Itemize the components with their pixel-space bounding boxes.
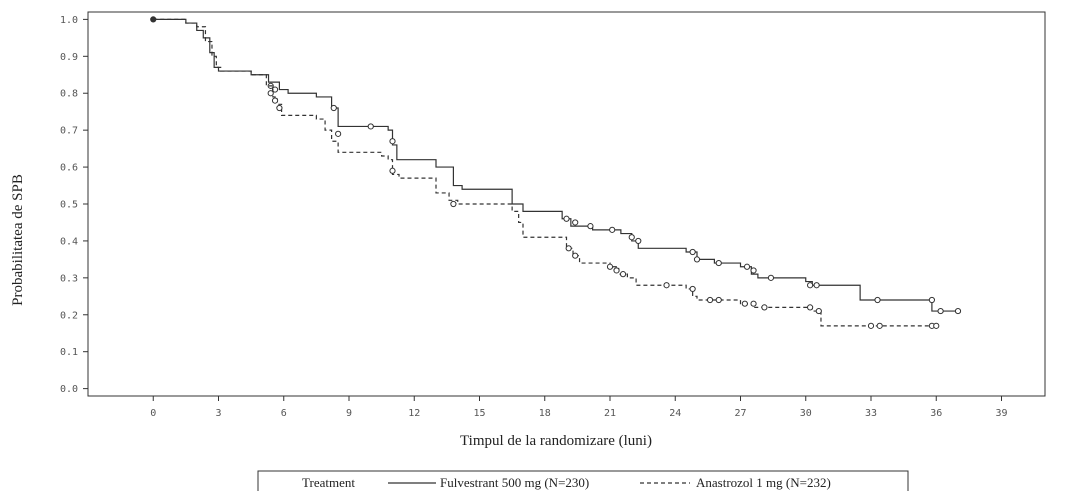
y-tick-label: 0.2 (60, 310, 78, 321)
censor-mark-fulvestrant (715, 259, 722, 267)
censor-mark-fulvestrant (937, 307, 944, 315)
legend: Treatment Fulvestrant 500 mg (N=230) Ana… (257, 470, 909, 496)
x-tick-label: 39 (995, 408, 1007, 419)
censor-mark-fulvestrant (389, 138, 396, 145)
start-point (150, 16, 157, 23)
censor-mark-anastrozol (276, 104, 283, 112)
censor-mark-fulvestrant (587, 223, 594, 230)
censor-mark-anastrozol (663, 282, 670, 289)
y-tick-label: 0.9 (60, 52, 78, 63)
censor-mark-fulvestrant (928, 296, 936, 304)
censor-mark-fulvestrant (743, 263, 751, 270)
censor-mark-anastrozol (741, 300, 748, 307)
x-axis: 0 3 6 9 12 15 18 21 24 27 30 33 36 39 (150, 396, 1008, 419)
censor-mark-fulvestrant (572, 219, 579, 226)
plot-frame (87, 11, 1046, 397)
censor-mark-fulvestrant (563, 215, 570, 222)
y-tick-label: 0.6 (60, 163, 78, 174)
censor-mark-fulvestrant (330, 104, 337, 112)
y-axis: 0.0 0.1 0.2 0.3 0.4 0.5 0.6 0.7 0.8 0.9 1.0 (60, 15, 88, 395)
censor-mark-fulvestrant (628, 234, 635, 241)
series-layer (150, 16, 962, 329)
censor-mark-anastrozol (706, 296, 714, 304)
censor-mark-anastrozol (565, 245, 572, 252)
y-tick-label: 0.5 (60, 200, 78, 211)
y-tick-label: 0.8 (60, 89, 78, 100)
series-line-fulvestrant (153, 18, 958, 312)
censor-mark-fulvestrant (750, 267, 757, 274)
censor-mark-fulvestrant (689, 248, 696, 256)
censor-mark-fulvestrant (635, 237, 642, 245)
censor-mark-fulvestrant (367, 123, 374, 130)
y-tick-label: 0.7 (60, 126, 78, 137)
censor-mark-anastrozol (572, 252, 579, 259)
y-tick-label: 1.0 (60, 15, 78, 26)
x-tick-label: 30 (800, 408, 812, 419)
y-tick-label: 0.3 (60, 273, 78, 284)
censor-mark-anastrozol (619, 271, 627, 278)
x-tick-label: 27 (734, 408, 746, 419)
x-tick-label: 3 (215, 408, 221, 419)
x-tick-label: 12 (408, 408, 420, 419)
legend-label-fulvestrant: Fulvestrant 500 mg (N=230) (440, 475, 589, 490)
y-axis-title: Probabilitatea de SPB (10, 174, 26, 306)
series-line-anastrozol (153, 18, 937, 327)
censor-mark-anastrozol (750, 300, 757, 307)
censor-mark-fulvestrant (954, 307, 962, 315)
censor-mark-anastrozol (389, 167, 396, 174)
x-tick-label: 15 (473, 408, 485, 419)
y-tick-label: 0.4 (60, 236, 78, 247)
censor-mark-fulvestrant (807, 282, 814, 289)
legend-label-anastrozol: Anastrozol 1 mg (N=232) (696, 475, 831, 490)
legend-title: Treatment (302, 475, 355, 490)
x-tick-label: 33 (865, 408, 877, 419)
censor-mark-anastrozol (815, 307, 822, 315)
y-tick-label: 0.0 (60, 384, 78, 395)
censor-mark-fulvestrant (874, 296, 881, 304)
censor-mark-fulvestrant (767, 274, 775, 281)
censor-mark-anastrozol (335, 130, 342, 137)
x-tick-label: 24 (669, 408, 681, 419)
censor-mark-anastrozol (933, 322, 940, 329)
censor-mark-anastrozol (267, 90, 274, 97)
censor-mark-anastrozol (867, 322, 875, 329)
censor-mark-anastrozol (807, 304, 814, 311)
censor-mark-anastrozol (613, 267, 620, 274)
x-tick-label: 6 (281, 408, 287, 419)
x-tick-label: 9 (346, 408, 352, 419)
x-tick-label: 18 (539, 408, 551, 419)
y-tick-label: 0.1 (60, 347, 78, 358)
censor-mark-anastrozol (876, 322, 883, 329)
censor-mark-anastrozol (606, 263, 614, 270)
censor-mark-anastrozol (715, 296, 722, 304)
x-tick-label: 36 (930, 408, 942, 419)
censor-mark-anastrozol (271, 97, 279, 104)
x-tick-label: 0 (150, 408, 156, 419)
censor-mark-fulvestrant (813, 282, 820, 289)
censor-mark-anastrozol (450, 200, 457, 208)
censor-mark-anastrozol (761, 304, 768, 311)
censor-mark-fulvestrant (609, 226, 616, 233)
censor-mark-anastrozol (689, 285, 696, 293)
x-axis-title: Timpul de la randomizare (luni) (460, 433, 652, 449)
x-tick-label: 21 (604, 408, 616, 419)
censor-mark-fulvestrant (693, 256, 701, 263)
